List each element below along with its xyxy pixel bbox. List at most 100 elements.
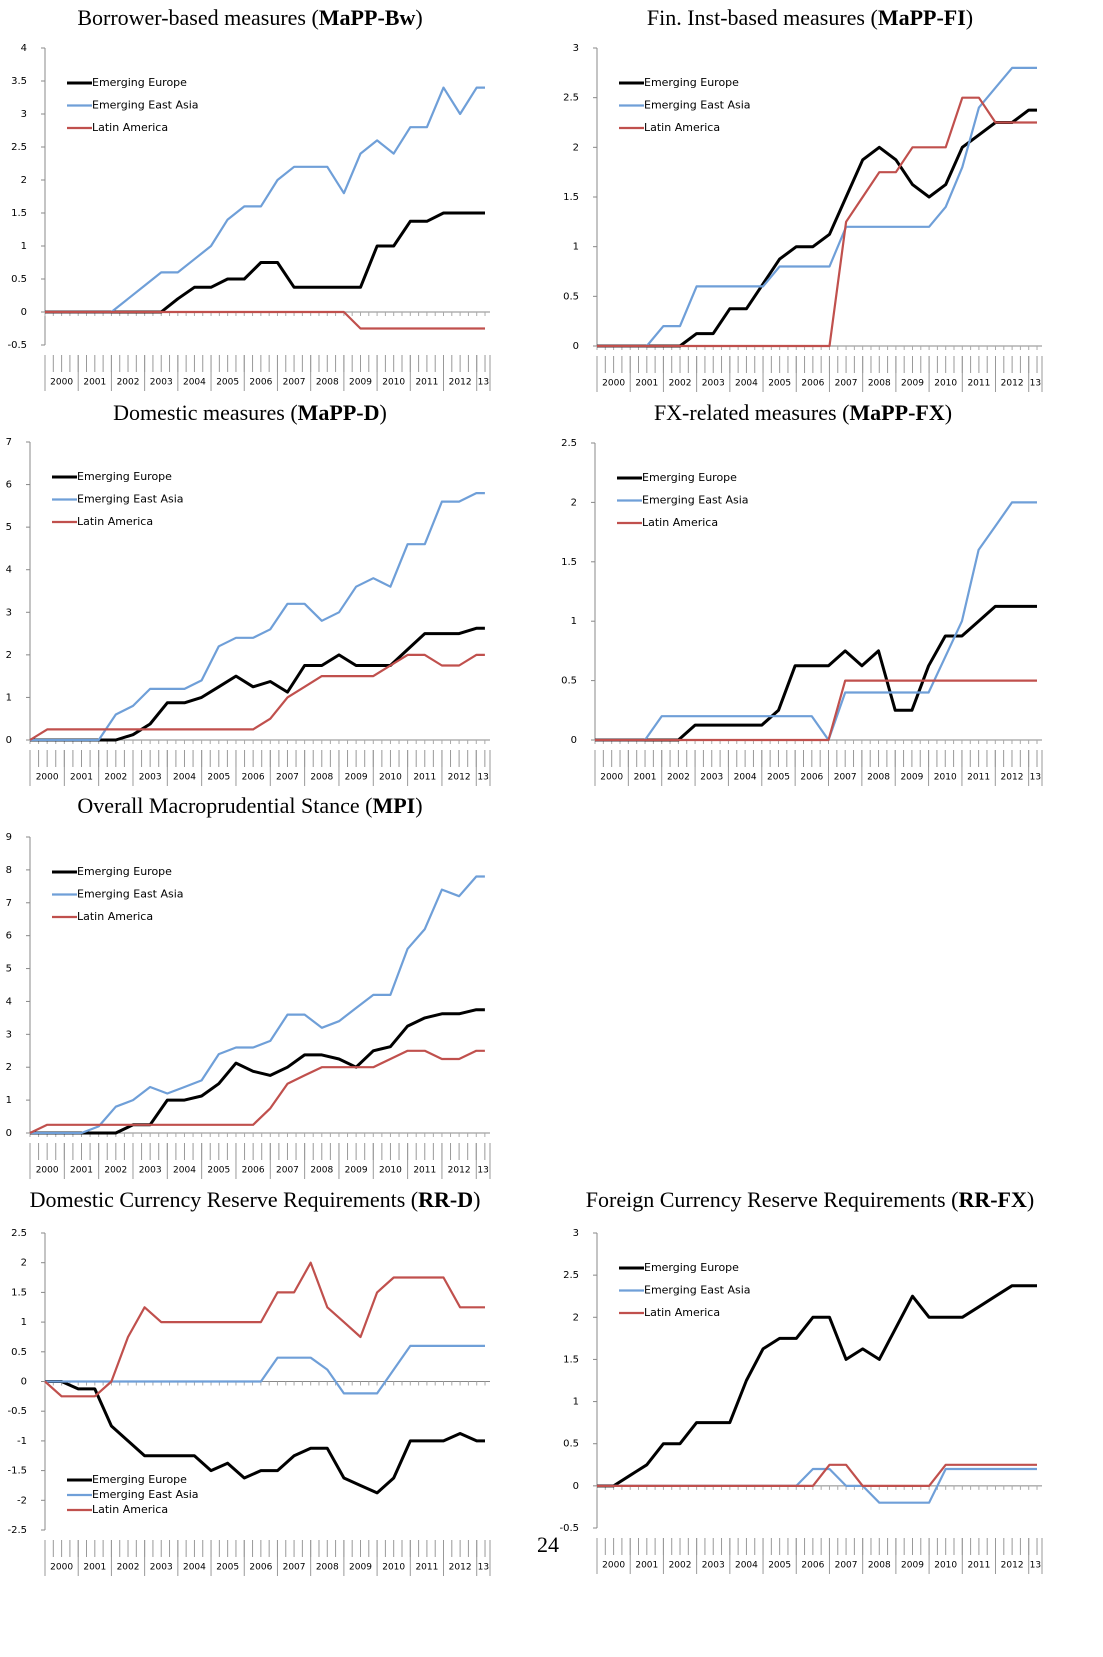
y-tick-label: 2	[573, 1312, 579, 1323]
y-tick-label: 2.5	[563, 93, 579, 104]
y-tick-label: 2.5	[561, 438, 577, 449]
y-tick-label: 0.5	[11, 274, 27, 285]
x-tick-label: 2011	[413, 1166, 436, 1176]
series-line	[597, 96, 1037, 348]
series-line	[597, 1463, 1037, 1487]
series-line	[597, 108, 1037, 348]
y-tick-label: 1	[6, 1095, 12, 1106]
title-part: MPI	[372, 793, 415, 818]
series-line	[30, 626, 485, 742]
chart-title: Foreign Currency Reserve Requirements (R…	[586, 1187, 1034, 1212]
x-tick-label: 2005	[216, 378, 239, 388]
legend-label: Emerging East Asia	[77, 888, 184, 901]
x-tick-label: 2002	[669, 379, 692, 389]
title-part: Overall Macroprudential Stance (	[77, 793, 372, 818]
x-tick-label: 2004	[183, 1563, 206, 1573]
y-tick-label: 4	[6, 996, 12, 1007]
y-tick-label: 1.5	[563, 192, 579, 203]
y-tick-label: 3	[573, 43, 579, 54]
title-part: RR-D	[418, 1187, 473, 1212]
x-tick-label: 2004	[734, 773, 757, 783]
legend-label: Emerging East Asia	[644, 99, 751, 112]
y-tick-label: 4	[6, 565, 12, 576]
title-part: Foreign Currency Reserve Requirements (	[586, 1187, 959, 1212]
y-tick-label: 0.5	[563, 1439, 579, 1450]
y-tick-label: 2.5	[11, 1228, 27, 1239]
y-tick-label: 2	[6, 650, 12, 661]
chart-title: Domestic Currency Reserve Requirements (…	[30, 1187, 481, 1212]
legend-label: Emerging East Asia	[77, 493, 184, 506]
x-tick-label: 2002	[669, 1561, 692, 1571]
x-tick-label: 2009	[345, 773, 368, 783]
legend-label: Emerging East Asia	[92, 1488, 199, 1501]
title-part: Domestic Currency Reserve Requirements (	[30, 1187, 419, 1212]
x-tick-label: 2009	[345, 1166, 368, 1176]
x-tick-label: 2012	[1001, 379, 1024, 389]
chart-title: Fin. Inst-based measures (MaPP-FI)	[647, 5, 973, 30]
legend-label: Emerging Europe	[92, 1473, 187, 1486]
x-tick-label: 2009	[349, 1563, 372, 1573]
x-tick-label: 2003	[150, 378, 173, 388]
x-tick-label: 2006	[242, 1166, 265, 1176]
legend-label: Emerging Europe	[644, 1261, 739, 1274]
x-tick-label: 2012	[448, 773, 471, 783]
y-tick-label: 1	[573, 1397, 579, 1408]
x-tick-label: 2003	[139, 773, 162, 783]
legend-label: Emerging Europe	[644, 76, 739, 89]
x-tick-label: 2007	[276, 773, 299, 783]
legend-label: Emerging East Asia	[642, 494, 749, 507]
x-tick-label: 2003	[150, 1563, 173, 1573]
y-tick-label: 2	[573, 142, 579, 153]
x-tick-label: 2005	[207, 1166, 230, 1176]
title-part: Domestic measures (	[113, 400, 298, 425]
y-tick-label: 0	[571, 735, 577, 746]
x-tick-label: 2001	[635, 379, 658, 389]
y-tick-label: 0	[21, 307, 27, 318]
x-tick-label: 2008	[310, 1166, 333, 1176]
title-part: )	[415, 5, 422, 30]
x-tick-label: 2005	[768, 379, 791, 389]
x-tick-label: 2008	[310, 773, 333, 783]
series-line	[597, 1284, 1037, 1488]
x-tick-label: 2004	[183, 378, 206, 388]
x-tick-label: 2004	[173, 1166, 196, 1176]
y-tick-label: 4	[21, 43, 27, 54]
y-tick-label: 2.5	[11, 142, 27, 153]
x-tick-label: 2011	[967, 1561, 990, 1571]
series-line	[597, 66, 1037, 348]
chart-title: Domestic measures (MaPP-D)	[113, 400, 387, 425]
y-tick-label: 8	[6, 865, 12, 876]
legend-label: Emerging Europe	[92, 76, 187, 89]
legend-label: Latin America	[644, 121, 720, 134]
y-tick-label: 2	[21, 1258, 27, 1269]
y-tick-label: 6	[6, 931, 12, 942]
title-part: )	[380, 400, 387, 425]
x-tick-label: 2006	[800, 773, 823, 783]
series-line	[45, 1344, 485, 1395]
legend-label: Emerging Europe	[77, 470, 172, 483]
title-part: MaPP-Bw	[319, 5, 416, 30]
legend-label: Latin America	[77, 515, 153, 528]
x-tick-label: 2001	[70, 1166, 93, 1176]
y-tick-label: 3	[21, 109, 27, 120]
x-tick-label: 2010	[934, 379, 957, 389]
x-tick-label: 2007	[276, 1166, 299, 1176]
y-tick-label: 1	[21, 241, 27, 252]
x-tick-label: 2008	[868, 1561, 891, 1571]
series-line	[595, 604, 1037, 742]
x-tick-label: 2012	[449, 378, 472, 388]
x-tick-label: 2003	[702, 1561, 725, 1571]
legend-label: Latin America	[92, 121, 168, 134]
y-tick-label: 0	[6, 735, 12, 746]
x-tick-label: 2008	[867, 773, 890, 783]
title-part: )	[1027, 1187, 1034, 1212]
x-tick-label: 2001	[83, 378, 106, 388]
legend-label: Latin America	[92, 1503, 168, 1516]
y-tick-label: -0.5	[7, 340, 27, 351]
x-tick-label: 2004	[735, 379, 758, 389]
title-part: )	[945, 400, 952, 425]
title-part: )	[415, 793, 422, 818]
y-tick-label: 5	[6, 964, 12, 975]
y-tick-label: 1.5	[11, 1287, 27, 1298]
x-tick-label: 13	[477, 1166, 488, 1176]
